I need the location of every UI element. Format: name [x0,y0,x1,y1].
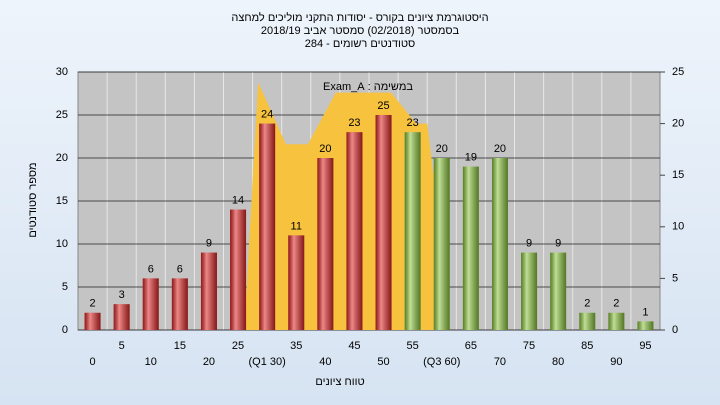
x-tick-label: 70 [494,356,506,368]
x-tick-label: 50 [377,356,389,368]
bar-shade [521,252,538,330]
y-tick-label: 25 [56,109,68,121]
chart-title: היסטוגרמת ציונים בקורס - יסודות התקני מו… [231,11,488,24]
bar-shade [288,235,305,330]
bar-shade [404,132,421,330]
chart-subtitle: בסמסטר (02/2018) סמסטר אביב 2018/19 [261,25,460,37]
x-tick-label: (Q3 60) [423,356,460,368]
data-label: 6 [177,263,183,275]
y-tick-label: 5 [62,281,68,293]
bar-shade [433,158,450,330]
bar-shade [346,132,363,330]
data-label: 6 [148,263,154,275]
bar-shade [113,304,130,330]
data-label: 2 [613,298,619,310]
y-tick-label: 15 [56,195,68,207]
bar-shade [142,278,159,330]
data-label: 9 [526,238,532,250]
x-tick-label: 0 [89,356,95,368]
x-tick-label: 95 [639,340,651,352]
bar-shade [579,312,596,330]
y2-tick-label: 20 [672,118,684,130]
data-label: 23 [407,117,419,129]
bar-shade [375,115,392,330]
data-label: 3 [119,289,125,301]
data-label: 19 [465,152,477,164]
data-label: 2 [584,298,590,310]
x-tick-label: (Q1 30) [249,356,286,368]
x-tick-label: 40 [319,356,331,368]
data-label: 24 [261,109,273,121]
x-tick-label: 15 [174,340,186,352]
x-tick-label: 85 [581,340,593,352]
bar-shade [84,312,101,330]
x-tick-label: 5 [119,340,125,352]
chart-subtitle: סטודנטים רשומים - 284 [305,38,416,50]
x-tick-label: 45 [348,340,360,352]
bar-shade [550,252,567,330]
x-tick-label: 90 [610,356,622,368]
x-tick-label: 35 [290,340,302,352]
bar-shade [317,158,334,330]
data-label: 9 [206,238,212,250]
data-label: 23 [348,117,360,129]
data-label: 20 [436,143,448,155]
annotation: במשימה : Exam_A [323,81,413,93]
bar-shade [171,278,188,330]
x-tick-label: 25 [232,340,244,352]
x-tick-label: 10 [145,356,157,368]
y2-tick-label: 25 [672,66,684,78]
data-label: 9 [555,238,561,250]
y-tick-label: 10 [56,238,68,250]
y2-tick-label: 15 [672,169,684,181]
data-label: 11 [291,220,302,232]
data-label: 1 [642,306,648,318]
y-axis-label: מספר סטודנטים [27,162,39,237]
data-label: 2 [89,298,95,310]
bar-shade [637,321,654,330]
x-tick-label: 80 [552,356,564,368]
bar-shade [230,209,247,330]
x-tick-label: 65 [465,340,477,352]
bar-shade [491,158,508,330]
x-tick-label: 20 [203,356,215,368]
y2-tick-label: 5 [672,272,678,284]
y-tick-label: 30 [56,66,68,78]
x-tick-label: 55 [407,340,419,352]
data-label: 25 [377,100,389,112]
x-axis-label: טווח ציונים [315,376,364,388]
y2-tick-label: 0 [672,324,678,336]
bar-shade [200,252,217,330]
x-tick-label: 75 [523,340,535,352]
data-label: 14 [232,195,244,207]
bar-shade [259,123,276,330]
y-tick-label: 0 [62,324,68,336]
data-label: 20 [319,143,331,155]
bar-shade [462,166,479,330]
y2-tick-label: 10 [672,221,684,233]
y-tick-label: 20 [56,152,68,164]
bar-shade [608,312,625,330]
data-label: 20 [494,143,506,155]
